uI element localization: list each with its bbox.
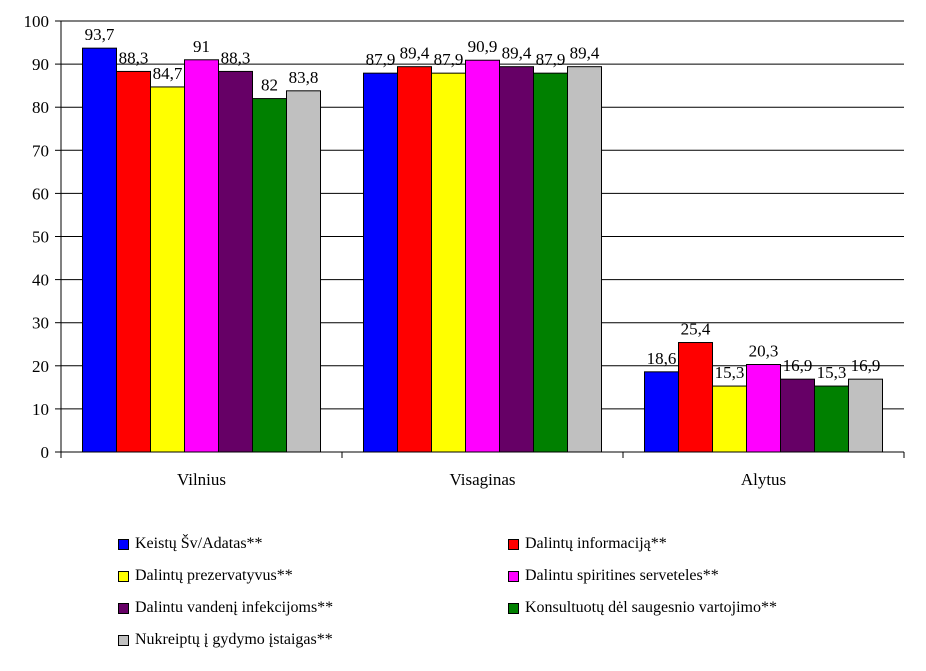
y-tick-label: 90 bbox=[32, 55, 49, 74]
data-label: 88,3 bbox=[119, 48, 149, 67]
bar bbox=[396, 66, 432, 453]
data-label: 20,3 bbox=[749, 342, 779, 361]
legend-item: Keistų Šv/Adatas** bbox=[118, 535, 263, 553]
data-label: 87,9 bbox=[536, 50, 566, 69]
bar bbox=[464, 59, 501, 453]
legend-item: Nukreiptų į gydymo įstaigas** bbox=[118, 631, 333, 649]
legend-label: Konsultuotų dėl saugesnio vartojimo** bbox=[525, 599, 777, 616]
bar bbox=[218, 70, 254, 453]
y-tick-label: 80 bbox=[32, 98, 49, 117]
legend-swatch bbox=[508, 538, 519, 550]
legend-label: Dalintų informaciją** bbox=[525, 535, 667, 552]
data-label: 89,4 bbox=[400, 44, 430, 63]
y-tick-label: 30 bbox=[32, 314, 49, 333]
legend-label: Dalintu spiritines serveteles** bbox=[525, 567, 719, 584]
legend-item: Dalintų informaciją** bbox=[508, 535, 667, 553]
bar bbox=[745, 364, 782, 453]
data-label: 88,3 bbox=[221, 48, 251, 67]
legend-swatch bbox=[118, 602, 129, 614]
y-tick-label: 100 bbox=[24, 12, 50, 31]
legend-item: Dalintų prezervatyvus** bbox=[118, 567, 293, 585]
legend-label: Dalintu vandenį infekcijoms** bbox=[135, 599, 334, 616]
data-label: 82 bbox=[261, 76, 278, 95]
bar bbox=[711, 385, 747, 453]
data-label: 15,3 bbox=[817, 363, 847, 382]
bar bbox=[848, 378, 884, 453]
y-tick-label: 70 bbox=[32, 141, 49, 160]
y-tick-label: 0 bbox=[41, 443, 50, 462]
data-label: 89,4 bbox=[570, 44, 600, 63]
legend-swatch bbox=[508, 602, 519, 614]
data-label: 84,7 bbox=[153, 64, 183, 83]
data-label: 83,8 bbox=[289, 68, 319, 87]
data-label: 16,9 bbox=[851, 356, 881, 375]
data-label: 87,9 bbox=[366, 50, 396, 69]
category-label: Visaginas bbox=[449, 470, 515, 489]
bar bbox=[81, 47, 117, 453]
bar bbox=[362, 72, 398, 453]
bar bbox=[149, 86, 185, 453]
data-label: 90,9 bbox=[468, 37, 498, 56]
legend-swatch bbox=[118, 634, 129, 646]
legend-label: Nukreiptų į gydymo įstaigas** bbox=[135, 631, 333, 648]
bar bbox=[780, 378, 816, 453]
bar bbox=[499, 66, 535, 453]
bar bbox=[286, 90, 322, 453]
y-tick-label: 60 bbox=[32, 184, 49, 203]
bar bbox=[814, 385, 850, 453]
legend-swatch bbox=[118, 570, 129, 582]
data-label: 16,9 bbox=[783, 356, 813, 375]
bar bbox=[677, 342, 713, 453]
data-label: 18,6 bbox=[647, 349, 677, 368]
data-label: 15,3 bbox=[715, 363, 745, 382]
bar-chart: 0 10 20 30 40 50 60 70 80 90 100 Vilnius Visaginas Al… bbox=[24, 12, 905, 489]
y-tick-label: 20 bbox=[32, 357, 49, 376]
category-label: Vilnius bbox=[177, 470, 226, 489]
y-tick-label: 10 bbox=[32, 400, 49, 419]
data-label: 93,7 bbox=[85, 25, 115, 44]
legend-label: Keistų Šv/Adatas** bbox=[135, 535, 263, 552]
data-label: 87,9 bbox=[434, 50, 464, 69]
bar bbox=[567, 66, 603, 453]
bar bbox=[430, 72, 466, 453]
y-tick-label: 50 bbox=[32, 228, 49, 247]
data-label: 91 bbox=[193, 37, 210, 56]
legend-item: Konsultuotų dėl saugesnio vartojimo** bbox=[508, 599, 777, 617]
data-label: 25,4 bbox=[681, 320, 711, 339]
bar bbox=[183, 59, 220, 453]
legend-label: Dalintų prezervatyvus** bbox=[135, 567, 293, 584]
legend-item: Dalintu spiritines serveteles** bbox=[508, 567, 719, 585]
bar bbox=[643, 371, 679, 453]
bar bbox=[252, 98, 288, 453]
legend-swatch bbox=[508, 570, 519, 582]
category-label: Alytus bbox=[741, 470, 786, 489]
y-tick-label: 40 bbox=[32, 271, 49, 290]
legend-swatch bbox=[118, 538, 129, 550]
legend-item: Dalintu vandenį infekcijoms** bbox=[118, 599, 333, 617]
bar bbox=[115, 70, 151, 453]
data-label: 89,4 bbox=[502, 44, 532, 63]
bar bbox=[533, 72, 569, 453]
